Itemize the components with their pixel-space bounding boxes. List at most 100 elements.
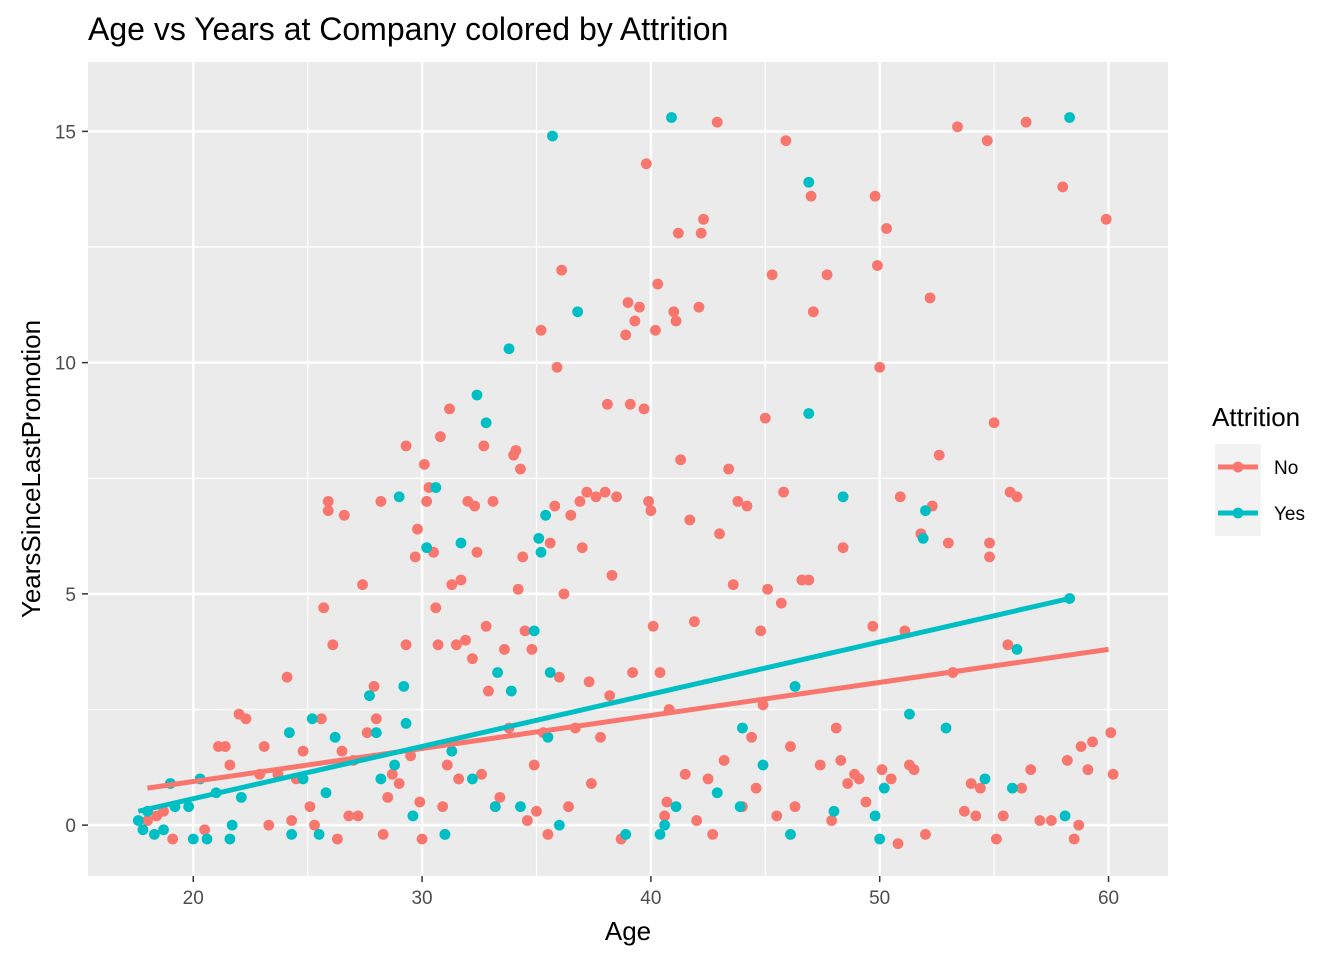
data-point-no — [416, 833, 428, 845]
data-point-no — [421, 495, 433, 507]
data-point-no — [1057, 181, 1069, 193]
data-point-no — [606, 569, 618, 581]
x-axis-ticks: 20 30 40 50 60 — [183, 876, 1119, 909]
y-axis-ticks: 0 5 10 15 — [55, 122, 88, 837]
data-point-yes — [547, 130, 558, 142]
data-point-no — [988, 417, 1000, 429]
data-point-no — [563, 801, 574, 813]
data-point-no — [684, 514, 696, 526]
data-point-yes — [430, 482, 442, 493]
data-point-no — [549, 500, 561, 512]
data-point-no — [876, 764, 888, 776]
y-axis-title: YearsSinceLastPromotion — [16, 320, 46, 618]
data-point-no — [1082, 764, 1094, 776]
y-tick-label: 10 — [55, 354, 76, 375]
data-point-no — [263, 819, 275, 831]
data-point-no — [219, 741, 231, 752]
data-point-yes — [757, 759, 769, 771]
data-point-no — [771, 810, 783, 822]
data-point-no — [494, 791, 506, 803]
data-point-no — [400, 639, 412, 651]
data-point-yes — [407, 810, 419, 822]
x-axis-title: Age — [605, 916, 651, 946]
trend-lines — [137, 596, 1109, 814]
data-point-no — [521, 815, 533, 826]
data-point-yes — [1059, 810, 1071, 822]
data-point-no — [585, 778, 597, 789]
data-point-yes — [235, 791, 247, 803]
data-point-no — [581, 486, 593, 498]
minor-gridlines — [88, 62, 1168, 876]
data-point-no — [544, 537, 556, 549]
data-point-no — [965, 778, 977, 789]
data-point-yes — [869, 810, 881, 822]
data-point-no — [691, 815, 703, 826]
data-point-no — [1025, 764, 1037, 776]
data-point-no — [446, 579, 458, 591]
data-point-no — [766, 269, 778, 281]
data-point-no — [723, 463, 735, 475]
data-point-yes — [803, 176, 815, 188]
data-point-no — [958, 805, 970, 817]
data-point-no — [315, 713, 327, 725]
data-point-no — [286, 815, 298, 826]
data-point-no — [622, 297, 634, 308]
data-point-no — [528, 759, 540, 771]
data-point-yes — [828, 805, 840, 817]
data-point-no — [1107, 768, 1119, 780]
data-point-no — [997, 810, 1009, 822]
data-point-no — [620, 329, 632, 341]
data-point-no — [434, 431, 446, 443]
data-point-no — [542, 828, 554, 840]
data-point-yes — [480, 417, 492, 429]
data-point-no — [510, 445, 522, 456]
data-point-no — [558, 588, 570, 600]
data-point-no — [874, 361, 886, 373]
data-point-no — [881, 223, 892, 234]
data-point-no — [908, 764, 920, 776]
data-point-no — [574, 495, 586, 507]
data-point-no — [835, 754, 847, 766]
data-point-no — [602, 398, 613, 410]
data-point-no — [142, 815, 153, 826]
data-point-no — [414, 796, 426, 808]
data-point-yes — [544, 667, 556, 678]
data-point-yes — [917, 532, 929, 544]
data-point-no — [1016, 782, 1027, 794]
data-point-yes — [439, 828, 451, 840]
data-point-no — [645, 505, 657, 517]
x-tick-label: 50 — [869, 888, 890, 909]
data-point-yes — [283, 727, 295, 739]
data-point-yes — [183, 801, 195, 813]
data-point-no — [762, 583, 773, 595]
data-point-yes — [803, 408, 815, 419]
data-point-no — [455, 574, 467, 586]
data-point-no — [789, 801, 801, 813]
data-point-yes — [654, 828, 666, 840]
x-tick-label: 30 — [411, 888, 432, 909]
data-point-no — [368, 680, 380, 692]
data-point-no — [483, 685, 494, 697]
data-point-no — [668, 306, 680, 318]
data-point-no — [746, 731, 757, 743]
data-point-no — [336, 745, 348, 757]
data-point-no — [441, 759, 453, 771]
y-tick-label: 5 — [65, 585, 76, 606]
data-point-no — [535, 324, 547, 336]
data-point-no — [755, 625, 767, 637]
data-point-no — [654, 667, 666, 678]
data-point-no — [322, 495, 334, 507]
data-point-no — [970, 810, 982, 822]
data-point-no — [499, 643, 510, 655]
data-point-no — [920, 828, 931, 840]
data-point-yes — [224, 833, 236, 845]
data-point-yes — [503, 343, 515, 355]
data-point-no — [343, 810, 355, 822]
data-point-no — [826, 815, 838, 826]
data-point-yes — [446, 745, 458, 757]
data-point-yes — [789, 680, 801, 692]
data-point-no — [670, 315, 682, 327]
legend-label-yes: Yes — [1274, 504, 1305, 525]
data-point-no — [519, 625, 531, 637]
data-point-yes — [837, 491, 849, 503]
